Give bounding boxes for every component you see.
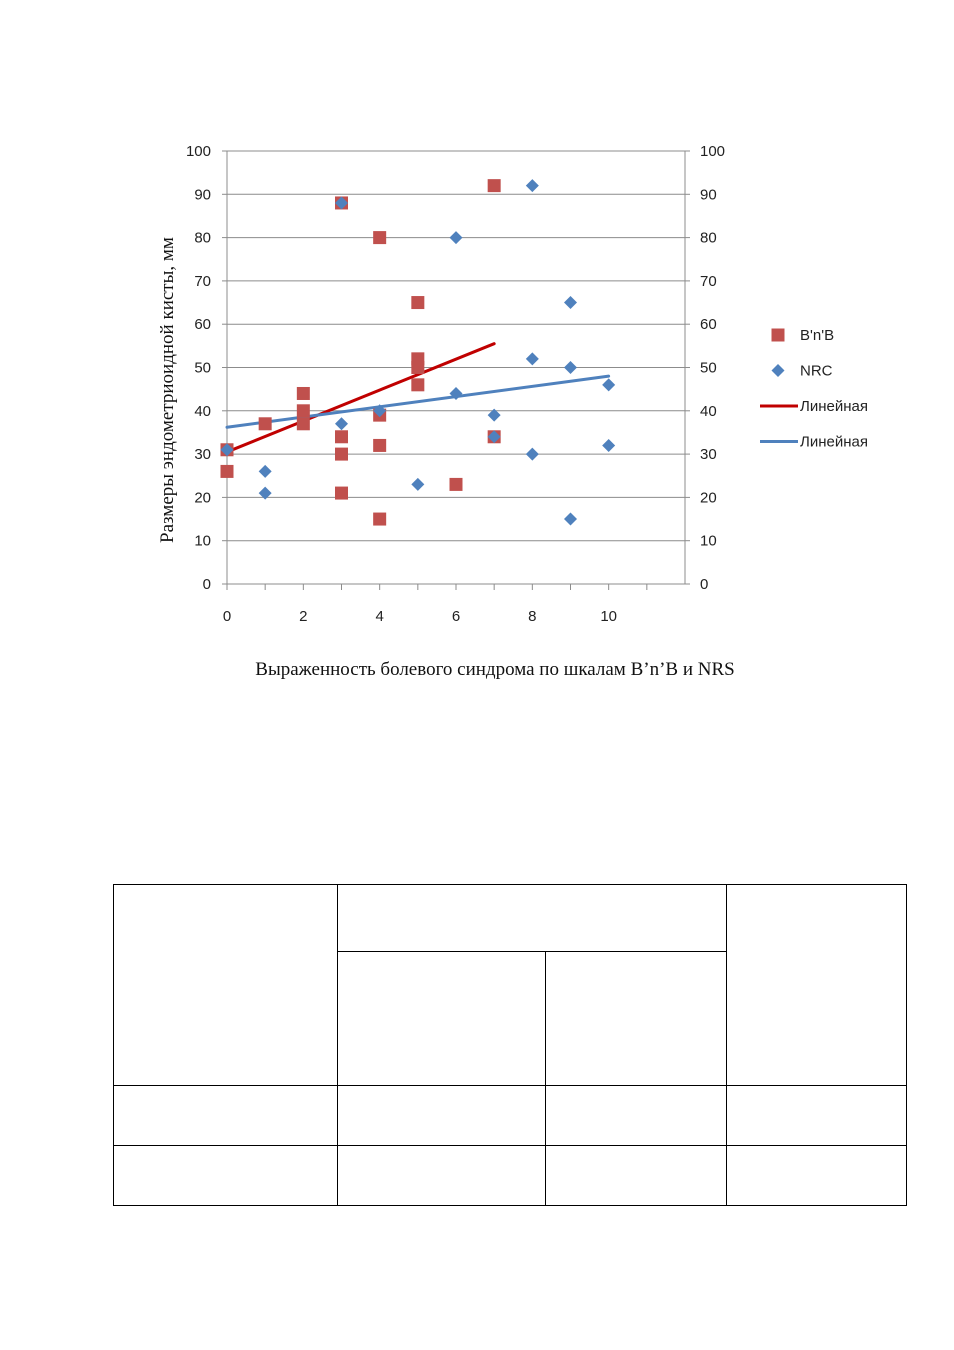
bnb-point: [335, 447, 348, 461]
nrc-point: [602, 438, 616, 452]
bnb-point: [335, 486, 348, 500]
y2-tick-label: 30: [700, 446, 717, 463]
nrc-point: [220, 443, 234, 457]
y-tick-label: 70: [194, 273, 211, 290]
table-cell: [545, 951, 727, 1086]
bnb-point: [373, 512, 387, 526]
x-tick-label: 2: [299, 608, 307, 625]
bnb-point: [373, 231, 387, 245]
y-tick-label: 0: [203, 576, 211, 593]
nrc-point: [411, 477, 425, 491]
y2-tick-label: 10: [700, 533, 717, 550]
nrc-point: [449, 231, 463, 245]
table-cell: [337, 884, 727, 952]
y2-tick-label: 20: [700, 489, 717, 506]
legend-swatch: [771, 328, 785, 342]
nrc-point: [335, 417, 348, 431]
bnb-point: [487, 179, 501, 193]
nrc-point: [564, 361, 577, 374]
y-tick-label: 50: [194, 360, 211, 377]
nrc-point: [564, 296, 577, 310]
axes: [222, 150, 690, 590]
y-tick-label: 40: [194, 403, 211, 420]
legend: B'n'B NRC Линейная Линейная: [760, 327, 868, 451]
y2-tick-label: 70: [700, 273, 717, 290]
y2-tick-label: 60: [700, 316, 717, 333]
nrc-point: [487, 408, 501, 422]
y-axis-label: Размеры эндометриоидной кисты, мм: [157, 237, 178, 543]
table-cell: [726, 1085, 907, 1146]
nrc-point: [258, 464, 272, 478]
y2-tick-label: 40: [700, 403, 717, 420]
trendline: [225, 342, 496, 454]
y2-tick-label: 100: [700, 143, 725, 160]
bnb-point: [411, 378, 425, 392]
y-tick-label: 90: [194, 186, 211, 203]
y2-tick-label: 50: [700, 360, 717, 377]
legend-label: Линейная: [800, 434, 868, 451]
bnb-point: [296, 404, 310, 418]
bnb-point: [335, 430, 348, 444]
nrc-point: [602, 378, 616, 392]
x-tick-label: 0: [223, 608, 231, 625]
bnb-point: [258, 417, 272, 431]
y-tick-label: 100: [186, 143, 211, 160]
x-tick-label: 6: [452, 608, 460, 625]
bnb-point: [220, 464, 234, 478]
nrc-point: [564, 512, 577, 526]
nrc-point: [449, 386, 463, 400]
y2-tick-label: 90: [700, 186, 717, 203]
table-cell: [113, 1145, 338, 1206]
x-axis-label: Выраженность болевого синдрома по шкалам…: [255, 659, 734, 680]
data-points: [220, 179, 616, 526]
y2-tick-label: 80: [700, 230, 717, 247]
nrc-point: [525, 447, 539, 461]
y-tick-label: 80: [194, 230, 211, 247]
x-tick-label: 8: [528, 608, 536, 625]
trendline: [225, 374, 611, 429]
empty-table: [113, 884, 907, 1206]
legend-label: NRC: [800, 363, 833, 380]
bnb-point: [296, 386, 310, 400]
nrc-point: [525, 352, 539, 366]
bnb-point: [411, 361, 425, 374]
nrc-point: [335, 196, 348, 210]
table-cell: [337, 1085, 546, 1146]
table-cell: [545, 1145, 727, 1206]
table-cell: [726, 884, 907, 1086]
bnb-point: [411, 296, 425, 310]
trend-lines: [225, 342, 611, 454]
nrc-point: [258, 486, 272, 500]
nrc-point: [373, 404, 387, 418]
legend-swatch: [771, 364, 785, 377]
x-tick-label: 4: [375, 608, 383, 625]
legend-label: B'n'B: [800, 327, 834, 344]
nrc-point: [487, 430, 501, 444]
table-cell: [113, 1085, 338, 1146]
legend-label: Линейная: [800, 398, 868, 415]
y-tick-label: 30: [194, 446, 211, 463]
y-tick-label: 60: [194, 316, 211, 333]
x-tick-label: 10: [600, 608, 617, 625]
nrc-point: [525, 179, 539, 193]
y-tick-label: 20: [194, 489, 211, 506]
bnb-point: [449, 477, 463, 491]
table-cell: [337, 1145, 546, 1206]
y-tick-label: 10: [194, 533, 211, 550]
y2-tick-label: 0: [700, 576, 708, 593]
table-cell: [545, 1085, 727, 1146]
bnb-point: [296, 417, 310, 431]
table-cell: [337, 951, 546, 1086]
table-cell: [726, 1145, 907, 1206]
bnb-point: [373, 438, 387, 452]
table-cell: [113, 884, 338, 1086]
